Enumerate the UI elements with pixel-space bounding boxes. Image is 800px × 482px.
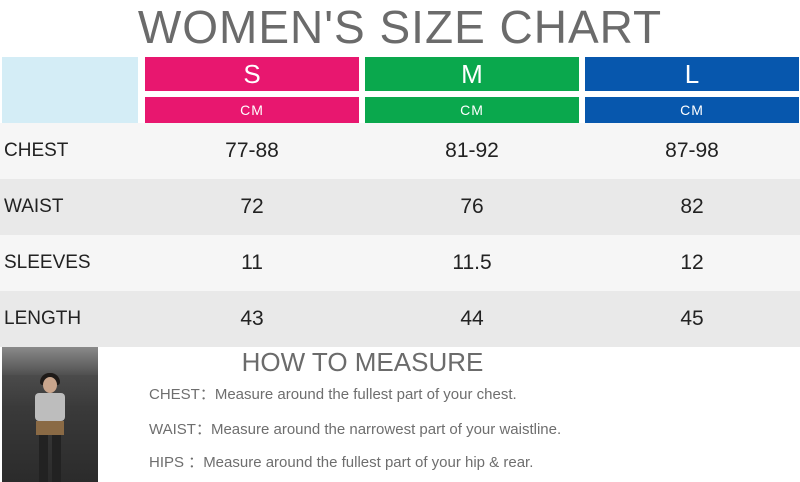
table-cell: 43	[240, 307, 264, 330]
measure-text: Measure around the fullest part of your …	[214, 386, 517, 403]
row-label: WAIST	[4, 196, 64, 217]
row-label: CHEST	[4, 140, 69, 161]
table-cell: 11.5	[452, 251, 492, 274]
unit-header-s: CM	[145, 97, 359, 123]
table-cell: 11	[241, 251, 263, 274]
table-row-waist: WAIST 72 76 82	[0, 179, 800, 235]
table-cell: 82	[680, 195, 704, 218]
measure-item-chest: CHEST：Measure around the fullest part of…	[149, 383, 517, 407]
model-photo	[2, 347, 98, 482]
table-row-chest: CHEST 77-88 81-92 87-98	[0, 123, 800, 179]
table-cell: 87-98	[665, 139, 719, 162]
table-cell: 77-88	[225, 139, 279, 162]
header-corner-cell	[2, 57, 138, 123]
size-header-m: M	[365, 57, 579, 91]
measure-text: Measure around the fullest part of your …	[203, 454, 534, 471]
row-label: SLEEVES	[4, 252, 91, 273]
unit-header-l: CM	[585, 97, 799, 123]
measure-text: Measure around the narrowest part of you…	[210, 421, 562, 438]
table-cell: 45	[680, 307, 704, 330]
size-header-s: S	[145, 57, 359, 91]
table-cell: 76	[460, 195, 484, 218]
measure-key: WAIST：	[149, 421, 211, 438]
table-cell: 72	[240, 195, 264, 218]
size-header-l: L	[585, 57, 799, 91]
chart-title: WOMEN'S SIZE CHART	[137, 1, 663, 53]
row-label: LENGTH	[4, 308, 82, 329]
table-cell: 12	[680, 251, 704, 274]
table-cell: 44	[460, 307, 484, 330]
measure-item-hips: HIPS ：Measure around the fullest part of…	[149, 451, 533, 475]
how-to-measure-title: HOW TO MEASURE	[241, 347, 484, 377]
table-cell: 81-92	[445, 139, 499, 162]
table-row-length: LENGTH 43 44 45	[0, 291, 800, 347]
measure-item-waist: WAIST：Measure around the narrowest part …	[149, 418, 561, 442]
table-row-sleeves: SLEEVES 11 11.5 12	[0, 235, 800, 291]
measure-key: HIPS ：	[149, 454, 204, 471]
measure-key: CHEST：	[149, 386, 215, 403]
unit-header-m: CM	[365, 97, 579, 123]
